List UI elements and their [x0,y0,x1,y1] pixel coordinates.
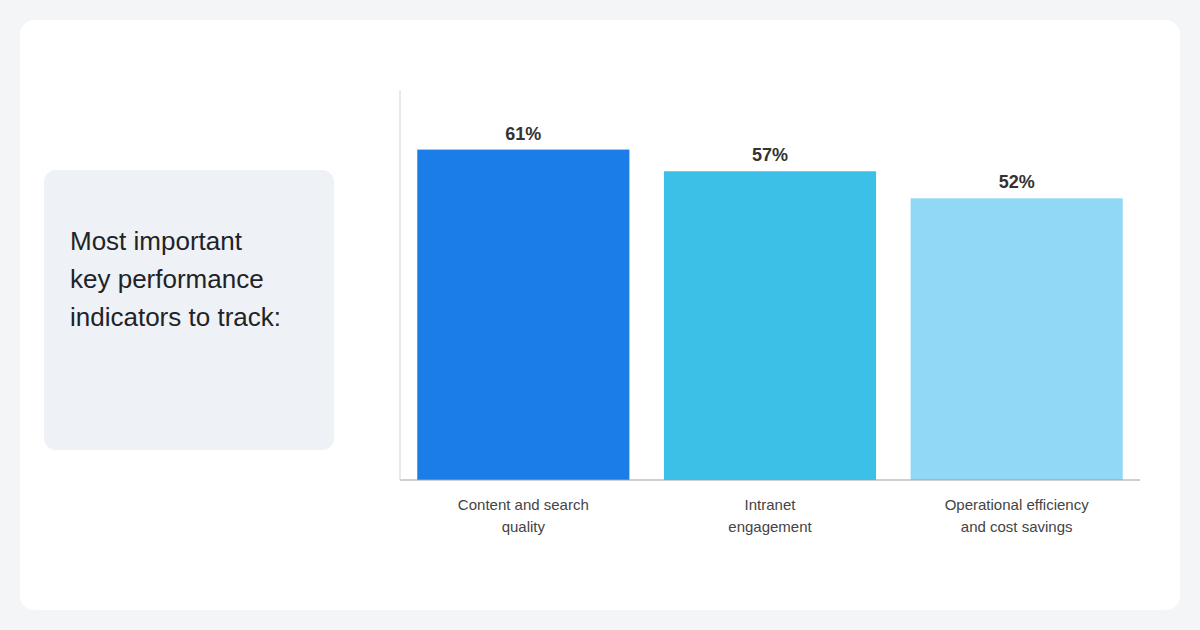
text-line: engagement [728,518,812,535]
text-line: Content and search [458,496,589,513]
x-tick-labels: Content and search quality Intranet engagem… [458,496,1089,535]
x-tick-label: Content and search quality [458,496,589,535]
bar [911,198,1123,480]
y-axis-line [400,90,401,480]
text-line: and cost savings [961,518,1073,535]
data-label: 61% [505,124,541,144]
x-tick-label: Intranet engagement [728,496,812,535]
chart-container: Most important key performance indicators … [0,0,1200,630]
data-label: 57% [752,145,788,165]
background-card [20,20,1180,610]
x-axis-line [400,480,1140,481]
bar [417,150,629,480]
text-line: Operational efficiency [945,496,1089,513]
data-labels: 61% 57% 52% [505,124,1034,193]
text-line: quality [502,518,546,535]
data-label: 52% [999,172,1035,192]
chart-title: Most important key performance indicators … [70,226,281,332]
x-tick-label: Operational efficiency and cost savings [945,496,1089,535]
text-line: indicators to track: [70,302,281,332]
bar [664,171,876,480]
bars [417,150,1122,480]
text-line: Most important [70,226,243,256]
title-card [44,170,334,450]
chart-svg: Most important key performance indicators … [0,0,1200,630]
text-line: key performance [70,264,264,294]
text-line: Intranet [745,496,797,513]
